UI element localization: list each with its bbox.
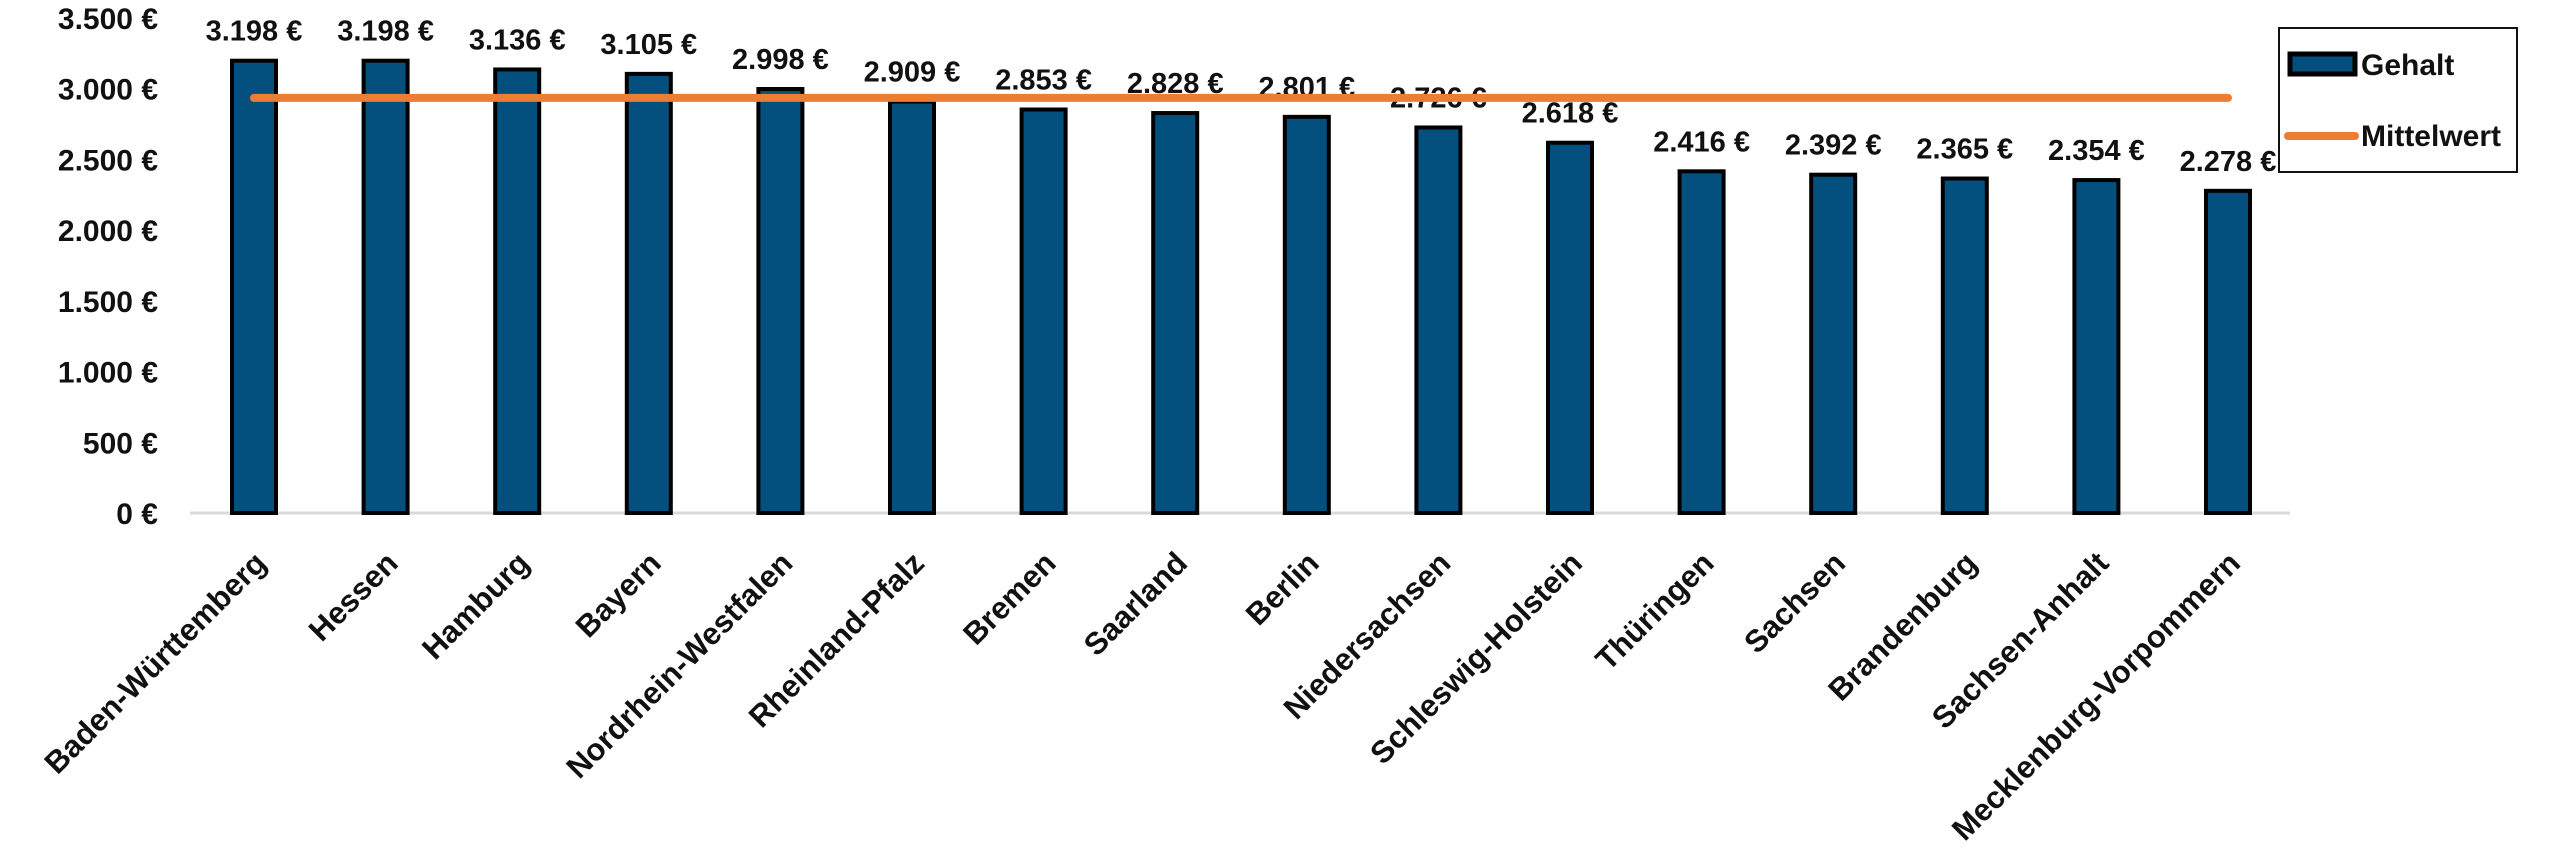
bar (2204, 188, 2252, 515)
data-label: 2.278 € (2180, 146, 2277, 178)
data-label: 3.198 € (337, 16, 434, 48)
y-tick-label: 3.000 € (58, 74, 158, 107)
data-label: 2.998 € (732, 44, 829, 76)
x-tick-label: Berlin (1239, 545, 1326, 632)
x-tick-label: Bremen (956, 545, 1062, 651)
bar (888, 99, 936, 515)
bars: 3.198 € 3.198 € 3.136 € 3.105 € 2.998 € 2.909… (206, 16, 2277, 516)
legend-swatch-gehalt (2287, 51, 2358, 77)
x-tick-label: Schleswig-Holstein (1363, 545, 1589, 771)
bar (756, 86, 805, 516)
bar (1809, 172, 1858, 515)
data-label: 2.416 € (1653, 126, 1750, 158)
x-tick-label: Thüringen (1589, 545, 1721, 677)
bar (2072, 178, 2121, 515)
bar (361, 58, 410, 516)
data-label: 3.198 € (206, 16, 303, 48)
x-axis-labels: Baden-Württemberg Hessen Hamburg BayernNord… (38, 545, 2247, 847)
y-tick-label: 3.500 € (58, 3, 158, 36)
data-label: 2.909 € (864, 57, 961, 89)
x-tick-label: Bayern (569, 545, 668, 644)
bar (493, 67, 542, 515)
y-tick-label: 1.000 € (58, 357, 158, 390)
x-tick-label: Nordrhein-Westfalen (559, 545, 799, 785)
x-tick-label: Hamburg (415, 545, 536, 666)
y-tick-label: 0 € (116, 498, 158, 531)
data-label: 2.354 € (2048, 135, 2145, 167)
bar (1151, 111, 1200, 515)
y-tick-label: 500 € (83, 427, 158, 460)
y-tick-label: 2.500 € (58, 144, 158, 177)
data-label: 2.392 € (1785, 130, 1882, 162)
y-tick-label: 2.000 € (58, 215, 158, 248)
x-tick-label: Baden-Württemberg (38, 545, 273, 780)
x-tick-label: Mecklenburg-Vorpommern (1945, 545, 2247, 847)
y-tick-label: 1.500 € (58, 286, 158, 319)
x-tick-label: Hessen (302, 545, 405, 648)
y-axis: 0 € 500 € 1.000 € 1.500 € 2.000 € 2.500 € 3.00… (58, 3, 158, 531)
bar (1282, 114, 1331, 515)
x-tick-label: Saarland (1077, 545, 1194, 662)
legend-label-mittelwert: Mittelwert (2361, 120, 2501, 153)
data-label: 2.618 € (1522, 98, 1619, 130)
bar (230, 58, 278, 516)
x-tick-label: Sachsen (1737, 545, 1852, 660)
data-label: 3.105 € (600, 29, 697, 61)
bar (1414, 125, 1463, 515)
bar (624, 71, 673, 515)
bar (1940, 176, 1989, 515)
data-label: 3.136 € (469, 24, 566, 56)
bar (1546, 140, 1594, 516)
bar (1677, 169, 1726, 516)
bar (1019, 107, 1068, 516)
legend-label-gehalt: Gehalt (2361, 49, 2454, 82)
data-label: 2.365 € (1916, 134, 2013, 166)
data-label: 2.853 € (995, 65, 1092, 97)
legend: Gehalt Mittelwert (2278, 27, 2518, 173)
